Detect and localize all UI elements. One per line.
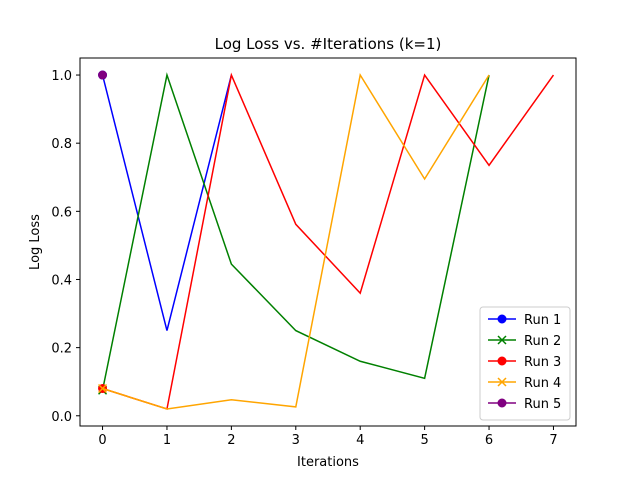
y-tick-label: 1.0 xyxy=(51,69,72,84)
series-marker xyxy=(98,70,108,80)
series-5 xyxy=(98,70,108,80)
x-tick-label: 7 xyxy=(549,433,557,448)
x-tick-label: 5 xyxy=(420,433,428,448)
y-tick-label: 0.8 xyxy=(51,137,72,152)
legend-label: Run 1 xyxy=(524,313,561,328)
legend-swatch-marker xyxy=(497,335,507,345)
series-4 xyxy=(98,73,490,410)
x-tick-label: 2 xyxy=(227,433,235,448)
legend-swatch-marker xyxy=(497,314,507,324)
series-line xyxy=(101,72,490,391)
legend-item: Run 2 xyxy=(488,334,561,349)
y-tick-label: 0.6 xyxy=(51,205,72,220)
plot-series xyxy=(98,70,555,410)
series-1 xyxy=(98,70,233,331)
legend: Run 1 Run 2 Run 3 Run 4 Run 5 xyxy=(479,306,571,421)
legend-swatch-marker xyxy=(497,398,507,408)
legend-label: Run 2 xyxy=(524,334,561,349)
y-tick-label: 0.0 xyxy=(51,410,72,425)
legend-label: Run 5 xyxy=(524,397,561,412)
legend-box xyxy=(479,306,571,421)
legend-label: Run 4 xyxy=(524,376,561,391)
plot-frame xyxy=(79,57,577,427)
x-tick-label: 6 xyxy=(485,433,493,448)
series-line xyxy=(101,74,233,331)
x-tick-label: 3 xyxy=(292,433,300,448)
series-2 xyxy=(98,72,490,395)
y-tick-label: 0.4 xyxy=(51,273,72,288)
x-tick-label: 4 xyxy=(356,433,364,448)
series-line xyxy=(102,73,490,410)
legend-swatch-marker xyxy=(497,377,507,387)
x-tick-label: 0 xyxy=(98,433,106,448)
legend-item: Run 1 xyxy=(488,313,561,328)
legend-item: Run 5 xyxy=(488,397,561,412)
series-marker xyxy=(98,383,108,394)
series-line xyxy=(102,72,555,410)
x-axis: 0 1 2 3 4 5 6 7 xyxy=(98,426,558,448)
legend-item: Run 4 xyxy=(488,376,561,391)
legend-swatch-marker xyxy=(497,356,507,366)
x-axis-label: Iterations xyxy=(297,455,359,470)
x-tick-label: 1 xyxy=(163,433,171,448)
y-axis: 0.0 0.2 0.4 0.6 0.8 1.0 xyxy=(51,69,80,425)
chart-title: Log Loss vs. #Iterations (k=1) xyxy=(215,35,442,53)
legend-item: Run 3 xyxy=(488,355,561,370)
y-axis-label: Log Loss xyxy=(28,214,43,270)
y-tick-label: 0.2 xyxy=(51,342,72,357)
legend-label: Run 3 xyxy=(524,355,561,370)
